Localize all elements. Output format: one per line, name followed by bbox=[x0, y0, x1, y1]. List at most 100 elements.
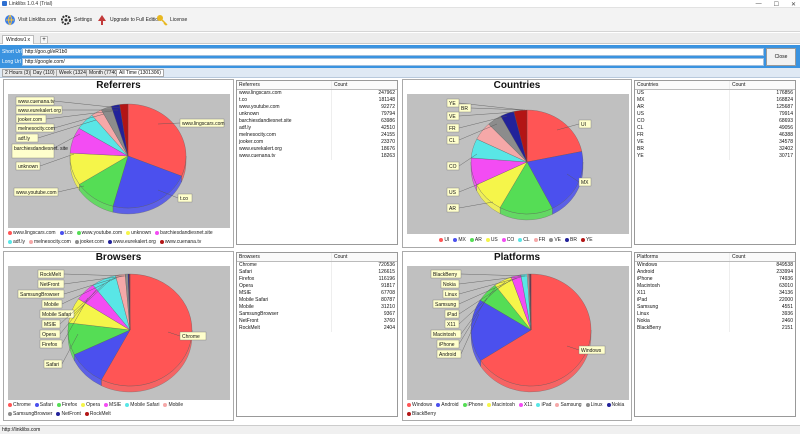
legend-swatch bbox=[407, 411, 411, 416]
table-row[interactable]: Samsung 4551 bbox=[635, 304, 795, 311]
table-row[interactable]: melnesocity.com 24155 bbox=[237, 132, 397, 139]
license-button[interactable]: License bbox=[156, 12, 187, 28]
table-row[interactable]: www.lingscars.com 247962 bbox=[237, 90, 397, 97]
table-row[interactable]: CL 49056 bbox=[635, 125, 795, 132]
table-row[interactable]: US 79914 bbox=[635, 111, 795, 118]
table-row[interactable]: t.co 181148 bbox=[237, 97, 397, 104]
referrers-legend: www.lingscars.com t.co www.youtube.com unkn… bbox=[8, 229, 232, 247]
row-count-cell: 18676 bbox=[331, 146, 397, 153]
table-row[interactable]: unknown 79794 bbox=[237, 111, 397, 118]
table-row[interactable]: CO 68693 bbox=[635, 118, 795, 125]
pie-slice[interactable] bbox=[101, 273, 193, 387]
table-row[interactable]: X11 34136 bbox=[635, 290, 795, 297]
table-row[interactable]: Nokia 2460 bbox=[635, 318, 795, 325]
table-row[interactable]: www.eurekalert.org 18676 bbox=[237, 146, 397, 153]
column-header[interactable]: Countries bbox=[637, 82, 659, 88]
range-tabs: 2 Hours (3) Day (110) Week (1324) Month … bbox=[0, 68, 800, 78]
table-row[interactable]: MSIE 67708 bbox=[237, 290, 397, 297]
range-tab-2hours[interactable]: 2 Hours (3) bbox=[2, 69, 34, 77]
range-tab-all-time[interactable]: All Time (1301306) bbox=[116, 69, 164, 77]
legend-swatch bbox=[536, 402, 541, 407]
license-label: License bbox=[170, 17, 188, 23]
table-row[interactable]: Firefox 116196 bbox=[237, 276, 397, 283]
table-row[interactable]: BR 32402 bbox=[635, 146, 795, 153]
table-row[interactable]: VE 34578 bbox=[635, 139, 795, 146]
svg-text:barchiesdandiesnet. site: barchiesdandiesnet. site bbox=[14, 146, 68, 152]
table-row[interactable]: Windows 849538 bbox=[635, 262, 795, 269]
close-button[interactable]: Close bbox=[766, 48, 796, 66]
tab-close-icon[interactable]: x bbox=[27, 37, 31, 43]
pie-slice[interactable] bbox=[480, 273, 592, 387]
maximize-icon[interactable]: ☐ bbox=[773, 1, 779, 8]
legend-item: MSIE bbox=[104, 401, 121, 410]
visit-button[interactable]: Visit Linklibs.com bbox=[4, 12, 56, 28]
pie-slice[interactable] bbox=[470, 299, 532, 361]
table-row[interactable]: Opera 91817 bbox=[237, 283, 397, 290]
range-tab-day[interactable]: Day (110) bbox=[30, 69, 58, 77]
row-name-cell: Opera bbox=[239, 283, 253, 289]
table-row[interactable]: jooker.com 23370 bbox=[237, 139, 397, 146]
row-count-cell: 79794 bbox=[331, 111, 397, 118]
long-url-field[interactable]: http://google.com/ bbox=[22, 57, 764, 66]
svg-text:www.youtube.com: www.youtube.com bbox=[16, 190, 57, 196]
svg-text:Linux: Linux bbox=[445, 292, 457, 298]
short-url-field[interactable]: http://goo.gl/eR1b0 bbox=[22, 47, 764, 56]
table-row[interactable]: Android 233994 bbox=[635, 269, 795, 276]
column-header[interactable]: Count bbox=[331, 81, 397, 89]
column-header[interactable]: Count bbox=[729, 81, 795, 89]
table-row[interactable]: FR 46388 bbox=[635, 132, 795, 139]
tab-window1[interactable]: Window1 x bbox=[2, 35, 34, 44]
table-row[interactable]: YE 30717 bbox=[635, 153, 795, 160]
table-row[interactable]: iPhone 74936 bbox=[635, 276, 795, 283]
svg-text:CL: CL bbox=[449, 138, 456, 144]
table-row[interactable]: US 176856 bbox=[635, 90, 795, 97]
table-row[interactable]: barchiesdandiesnet.site 63986 bbox=[237, 118, 397, 125]
pie-slice[interactable] bbox=[526, 109, 583, 163]
svg-text:CO: CO bbox=[449, 164, 457, 170]
table-row[interactable]: Safari 126615 bbox=[237, 269, 397, 276]
column-header[interactable]: Referrers bbox=[239, 82, 260, 88]
minimize-icon[interactable]: — bbox=[755, 1, 762, 7]
legend-label: VE bbox=[554, 237, 562, 243]
table-row[interactable]: iPad 22000 bbox=[635, 297, 795, 304]
table-row[interactable]: www.cuenana.tv 18263 bbox=[237, 153, 397, 160]
table-row[interactable]: MX 168824 bbox=[635, 97, 795, 104]
pie-slice[interactable] bbox=[119, 103, 129, 157]
table-row[interactable]: Linux 3936 bbox=[635, 311, 795, 318]
table-row[interactable]: NetFront 3760 bbox=[237, 318, 397, 325]
table-row[interactable]: BlackBerry 2151 bbox=[635, 325, 795, 332]
column-header[interactable]: Browsers bbox=[239, 254, 260, 260]
add-tab-button[interactable]: + bbox=[40, 36, 48, 44]
legend-item: Windows bbox=[407, 401, 432, 410]
pie-slice[interactable] bbox=[530, 273, 532, 331]
pie-callout-label: Opera bbox=[39, 289, 97, 339]
pie-slice[interactable] bbox=[127, 103, 187, 177]
table-row[interactable]: Mobile Safari 80787 bbox=[237, 297, 397, 304]
pie-callout-label: unknown bbox=[15, 153, 75, 171]
table-row[interactable]: Chrome 720536 bbox=[237, 262, 397, 269]
svg-text:adf.ly: adf.ly bbox=[18, 136, 30, 142]
table-row[interactable]: Macintosh 63010 bbox=[635, 283, 795, 290]
pie-callout-label: Chrome bbox=[167, 331, 207, 341]
pie-slice[interactable] bbox=[499, 161, 553, 215]
row-count-cell: 116196 bbox=[331, 276, 397, 283]
upgrade-button[interactable]: Upgrade to Full Edition bbox=[96, 12, 161, 28]
pie-slice[interactable] bbox=[526, 151, 584, 209]
pie-slice[interactable] bbox=[112, 155, 182, 209]
column-header[interactable]: Count bbox=[331, 253, 397, 261]
settings-button[interactable]: Settings bbox=[60, 12, 92, 28]
table-row[interactable]: RockMelt 2404 bbox=[237, 325, 397, 332]
column-header[interactable]: Platforms bbox=[637, 254, 659, 260]
close-icon[interactable]: ✕ bbox=[790, 1, 796, 8]
column-header[interactable]: Count bbox=[729, 253, 795, 261]
table-row[interactable]: Mobile 31210 bbox=[237, 304, 397, 311]
table-row[interactable]: AR 125687 bbox=[635, 104, 795, 111]
legend-label: Chrome bbox=[13, 402, 31, 408]
table-row[interactable]: www.youtube.com 92272 bbox=[237, 104, 397, 111]
pie-slice[interactable] bbox=[513, 109, 528, 163]
legend-swatch bbox=[565, 237, 570, 242]
legend-swatch bbox=[28, 239, 33, 244]
pie-slice[interactable] bbox=[129, 273, 131, 331]
table-row[interactable]: adf.ly 42510 bbox=[237, 125, 397, 132]
table-row[interactable]: SamsungBrowser 9367 bbox=[237, 311, 397, 318]
